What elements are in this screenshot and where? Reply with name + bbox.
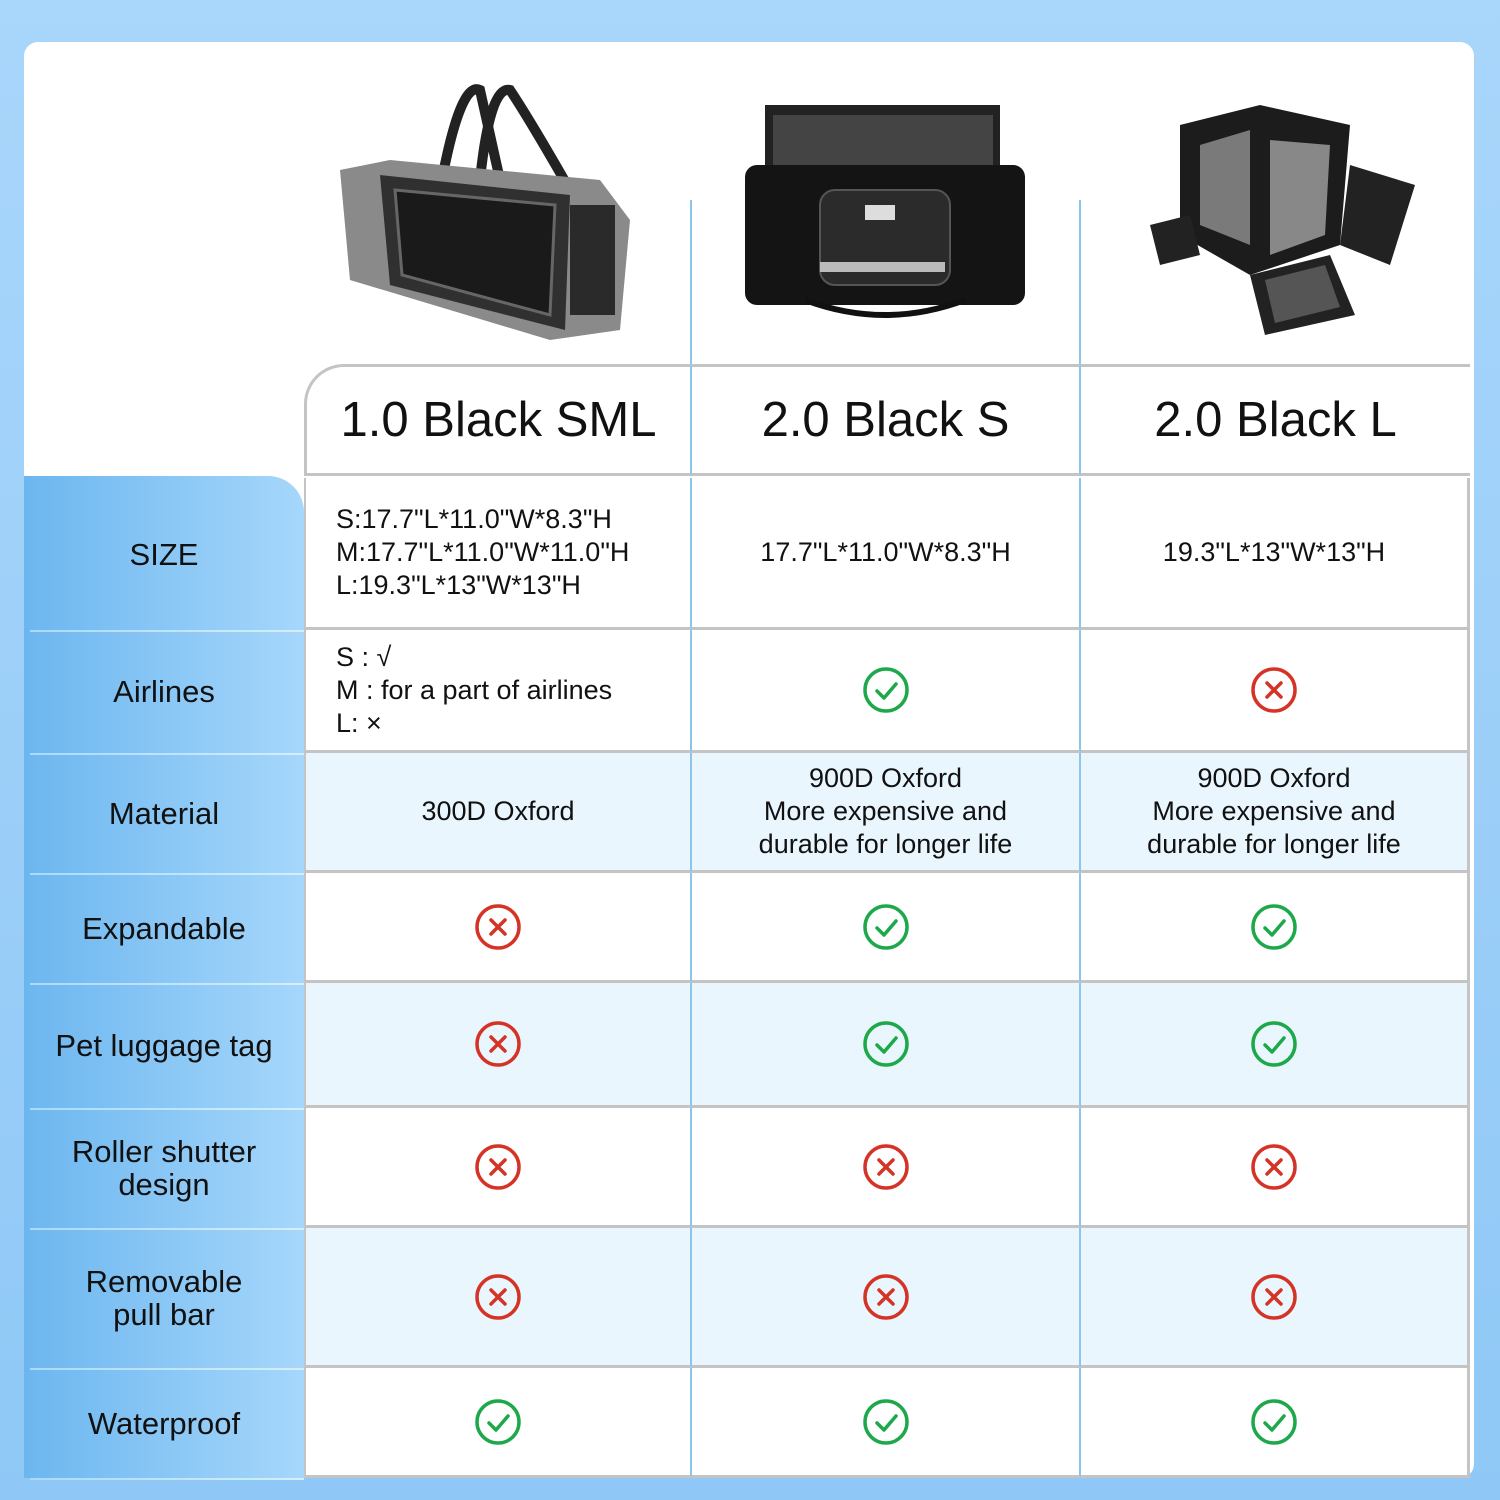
table-cell: 900D Oxford More expensive and durable f…	[1081, 753, 1470, 873]
table-cell	[1081, 1108, 1470, 1228]
product-header: 2.0 Black L	[1081, 364, 1470, 476]
row-label: Material	[108, 795, 220, 831]
table-cell	[304, 873, 692, 983]
row-label: Waterproof	[87, 1405, 241, 1441]
cross-circle-icon	[475, 1273, 521, 1320]
check-circle-icon	[862, 1021, 909, 1067]
cross-circle-icon	[475, 1021, 521, 1067]
check-circle-icon	[475, 1398, 521, 1445]
feature-label-column	[24, 476, 304, 1478]
product-image-black-carrier-l	[1150, 105, 1415, 335]
table-cell: 900D Oxford More expensive and durable f…	[692, 753, 1081, 873]
row-divider	[30, 983, 304, 985]
cross-circle-icon	[1251, 1273, 1297, 1320]
row-divider	[30, 1368, 304, 1370]
table-row: Pet luggage tag	[24, 983, 1470, 1110]
table-cell: 19.3"L*13"W*13"H	[1081, 478, 1470, 630]
column-divider	[1079, 200, 1081, 366]
product-header: 2.0 Black S	[692, 364, 1081, 476]
table-row: Removable pull bar	[24, 1228, 1470, 1370]
table-cell	[692, 1228, 1081, 1368]
check-circle-icon	[1251, 1021, 1297, 1067]
table-cell: S:17.7"L*11.0"W*8.3"H M:17.7"L*11.0"W*11…	[304, 478, 692, 630]
row-divider	[30, 1108, 304, 1110]
product-header: 1.0 Black SML	[304, 364, 692, 476]
row-divider	[30, 630, 304, 632]
cell-text: S:17.7"L*11.0"W*8.3"H M:17.7"L*11.0"W*11…	[336, 504, 630, 600]
table-row: Waterproof	[24, 1368, 1470, 1480]
table-cell	[692, 873, 1081, 983]
row-divider	[30, 1478, 304, 1480]
cross-circle-icon	[862, 1143, 909, 1190]
table-cell	[304, 1368, 692, 1478]
row-label: Roller shutter design	[71, 1134, 257, 1202]
table-cell	[1081, 1368, 1470, 1478]
table-row: Airlines S : √ M : for a part of airlines…	[24, 630, 1470, 755]
table-cell	[304, 983, 692, 1108]
check-circle-icon	[862, 667, 909, 713]
check-circle-icon	[862, 903, 909, 950]
table-row: SIZE S:17.7"L*11.0"W*8.3"H M:17.7"L*11.0"…	[24, 478, 1470, 632]
cell-text: 900D Oxford More expensive and durable f…	[758, 763, 1013, 859]
product-image-black-carrier-s	[745, 105, 1025, 318]
row-label: Removable pull bar	[85, 1264, 243, 1332]
table-row: Roller shutter design	[24, 1108, 1470, 1230]
product-image-grey-carrier	[340, 84, 630, 340]
column-divider	[690, 200, 692, 366]
cross-circle-icon	[475, 903, 521, 950]
table-cell	[304, 1108, 692, 1228]
row-label: Pet luggage tag	[55, 1028, 273, 1063]
cross-circle-icon	[1251, 667, 1297, 713]
table-cell	[692, 1368, 1081, 1478]
row-divider	[30, 1228, 304, 1230]
table-cell	[1081, 1228, 1470, 1368]
table-cell	[1081, 873, 1470, 983]
cross-circle-icon	[862, 1273, 909, 1320]
cell-text: 19.3"L*13"W*13"H	[1162, 537, 1386, 567]
table-cell: 300D Oxford	[304, 753, 692, 873]
table-cell	[692, 983, 1081, 1108]
table-row: Expandable	[24, 873, 1470, 985]
check-circle-icon	[862, 1398, 909, 1445]
cross-circle-icon	[475, 1143, 521, 1190]
row-divider	[30, 873, 304, 875]
table-row: Material 300D Oxford 900D Oxford More expe…	[24, 753, 1470, 875]
cell-text: S : √ M : for a part of airlines L: ×	[336, 641, 613, 738]
row-label: Airlines	[113, 674, 215, 709]
table-cell	[1081, 630, 1470, 753]
table-cell	[692, 630, 1081, 753]
row-divider	[30, 753, 304, 755]
row-label: SIZE	[129, 536, 199, 572]
cell-text: 900D Oxford More expensive and durable f…	[1147, 763, 1401, 859]
table-cell	[692, 1108, 1081, 1228]
cross-circle-icon	[1251, 1143, 1297, 1190]
table-cell	[304, 1228, 692, 1368]
table-cell: 17.7"L*11.0"W*8.3"H	[692, 478, 1081, 630]
cell-text: 17.7"L*11.0"W*8.3"H	[760, 537, 1011, 567]
cell-text: 300D Oxford	[421, 796, 575, 826]
table-cell	[1081, 983, 1470, 1108]
row-label: Expandable	[82, 910, 246, 946]
table-cell: S : √ M : for a part of airlines L: ×	[304, 630, 692, 753]
check-circle-icon	[1251, 903, 1297, 950]
check-circle-icon	[1251, 1398, 1297, 1445]
